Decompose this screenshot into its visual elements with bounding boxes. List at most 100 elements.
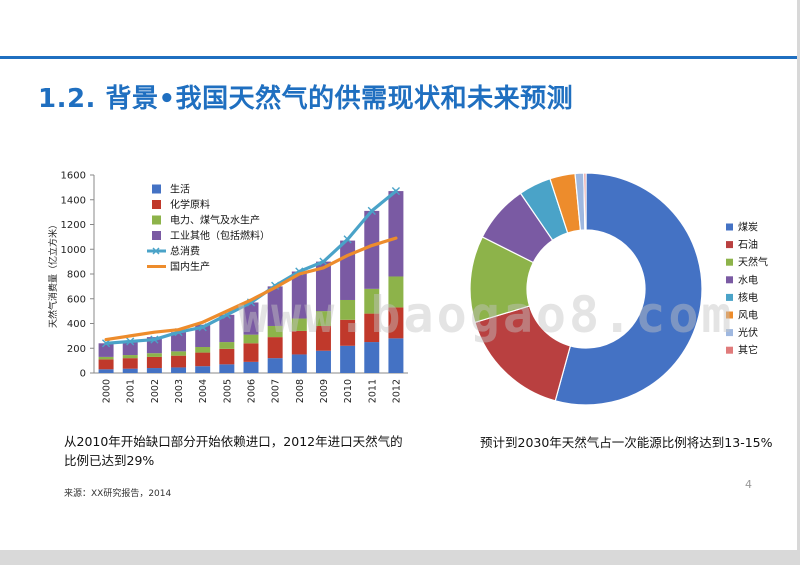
bar-segment xyxy=(243,334,259,344)
bar-segment xyxy=(315,350,331,373)
title-rule xyxy=(0,56,797,59)
caption-import-ratio: 从2010年开始缺口部分开始依赖进口，2012年进口天然气的比例已达到29% xyxy=(64,434,403,468)
total-consumption-point xyxy=(101,339,111,348)
bar-segment xyxy=(267,337,283,359)
bar-segment xyxy=(146,353,162,357)
bar-segment xyxy=(340,299,356,320)
bar-segment xyxy=(340,345,356,373)
donut-slice xyxy=(474,305,572,402)
legend-label: 生活 xyxy=(170,183,190,196)
domestic-production-line xyxy=(104,236,398,342)
bar-segment xyxy=(195,366,211,373)
total-consumption-point xyxy=(319,257,328,266)
bar-segment xyxy=(219,348,235,365)
bar-segment xyxy=(267,325,283,338)
bar-segment xyxy=(291,330,307,355)
y-tick-label: 1000 xyxy=(61,245,86,256)
bar-segment xyxy=(171,367,187,373)
bar-segment xyxy=(98,359,114,370)
donut-legend-swatch xyxy=(726,293,733,301)
bar-segment xyxy=(219,342,235,349)
bar-segment xyxy=(267,286,283,326)
bar-segment xyxy=(219,364,235,373)
bar-segment xyxy=(146,356,162,369)
y-tick-label: 0 xyxy=(80,369,86,380)
donut-legend-label: 石油 xyxy=(738,238,758,251)
donut-legend-label: 水电 xyxy=(738,273,758,286)
legend-label: 国内生产 xyxy=(170,260,210,273)
bar-segment xyxy=(171,351,187,356)
donut-legend-swatch xyxy=(726,258,733,266)
legend-label: 化学原料 xyxy=(170,198,210,211)
donut-legend-swatch xyxy=(726,311,733,319)
x-tick-label: 2011 xyxy=(367,379,378,403)
bar-segment xyxy=(388,276,404,308)
y-axis-label: 天然气消费量（亿立方米） xyxy=(47,220,59,328)
y-tick-label: 800 xyxy=(67,270,86,281)
legend-label: 电力、煤气及水生产 xyxy=(170,214,260,227)
legend-swatch xyxy=(152,215,161,225)
slide-title: 1.2. 背景•我国天然气的供需现状和未来预测 xyxy=(38,84,574,114)
donut-legend-swatch xyxy=(726,329,733,337)
bar-segment xyxy=(388,338,404,373)
donut-legend-swatch xyxy=(726,276,733,284)
legend-swatch xyxy=(152,184,161,194)
page-number: 4 xyxy=(745,478,752,491)
donut-slice xyxy=(583,172,587,231)
y-tick-label: 1600 xyxy=(61,171,86,182)
x-tick-label: 2012 xyxy=(391,379,402,403)
bar-segment xyxy=(122,368,138,373)
bar-segment xyxy=(291,271,307,319)
bar-segment xyxy=(291,318,307,331)
x-tick-label: 2000 xyxy=(102,379,113,403)
source-note: 来源：XX研究报告，2014 xyxy=(64,489,172,499)
bar-segment xyxy=(364,210,380,289)
bar-segment xyxy=(340,240,356,300)
y-tick-label: 600 xyxy=(67,294,86,305)
y-tick-label: 400 xyxy=(67,319,86,330)
bar-segment xyxy=(315,325,331,351)
donut-legend-swatch xyxy=(726,241,733,249)
bar-segment xyxy=(122,355,138,359)
y-tick-label: 1200 xyxy=(61,220,86,231)
x-tick-label: 2009 xyxy=(319,379,330,403)
total-consumption-point xyxy=(126,337,135,346)
total-consumption-point xyxy=(150,335,159,344)
bar-segment xyxy=(98,343,114,357)
donut-slice xyxy=(554,172,703,406)
x-tick-label: 2008 xyxy=(295,379,306,403)
x-tick-label: 2007 xyxy=(271,379,282,403)
bar-segment xyxy=(98,369,114,373)
bar-segment xyxy=(243,343,259,362)
bar-segment xyxy=(364,288,380,314)
legend-marker xyxy=(152,247,160,255)
bar-segment xyxy=(291,354,307,373)
donut-legend-label: 天然气 xyxy=(738,256,768,269)
bar-segment xyxy=(98,356,114,360)
bar-segment xyxy=(267,358,283,373)
x-tick-label: 2002 xyxy=(150,379,161,403)
bar-segment xyxy=(171,332,187,352)
bar-segment xyxy=(364,342,380,373)
bar-segment xyxy=(315,261,331,312)
x-tick-label: 2003 xyxy=(174,379,185,403)
bar-segment xyxy=(146,368,162,373)
bar-segment xyxy=(388,191,404,277)
slide-frame-bottom xyxy=(0,550,800,565)
bar-segment xyxy=(364,313,380,343)
total-consumption-point xyxy=(367,206,376,215)
bar-segment xyxy=(122,358,138,369)
bar-segment xyxy=(243,302,259,335)
donut-legend-label: 光伏 xyxy=(738,326,758,339)
donut-legend-label: 其它 xyxy=(738,344,758,357)
bar-segment xyxy=(195,347,211,353)
y-tick-label: 200 xyxy=(67,344,86,355)
bar-segment xyxy=(315,311,331,326)
bar-segment xyxy=(195,352,211,367)
legend-label: 工业其他（包括燃料） xyxy=(170,229,270,242)
total-consumption-point xyxy=(198,323,207,332)
x-tick-label: 2001 xyxy=(126,379,137,403)
y-tick-label: 1400 xyxy=(61,195,86,206)
bar-segment xyxy=(171,355,187,368)
